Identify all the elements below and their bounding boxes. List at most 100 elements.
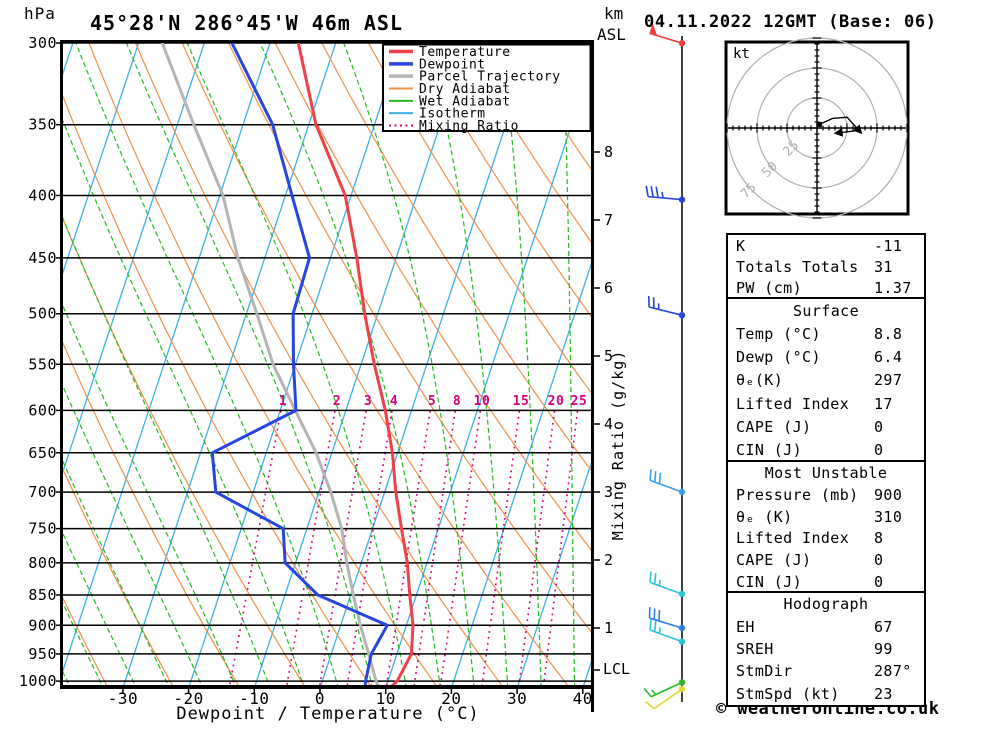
wind-barb-feather (649, 469, 652, 481)
x-axis-title: Dewpoint / Temperature (°C) (176, 704, 480, 724)
legend-item-label: Parcel Trajectory (419, 70, 561, 85)
wet-adiabat-line (75, 43, 339, 688)
table-row-value: 67 (874, 617, 893, 636)
table-row-value: 31 (874, 257, 893, 276)
table-row-label: θₑ (K) (736, 507, 793, 526)
table-row-value: 6.4 (874, 348, 903, 367)
legend-item-label: Mixing Ratio (419, 119, 519, 134)
table-row: PW (cm) 1.37 (728, 279, 924, 297)
table-row-label: Lifted Index (736, 394, 850, 413)
wet-adiabat-line (63, 532, 138, 688)
table-row: CAPE (J) 0 (728, 418, 924, 436)
wind-barb (649, 571, 686, 598)
table-row: StmSpd (kt) 23 (728, 685, 924, 703)
table-row-value: 297 (874, 371, 903, 390)
dry-adiabat-line (63, 341, 241, 688)
mixing-ratio-value-label: 25 (571, 394, 588, 409)
wet-adiabat-line (125, 43, 373, 688)
wind-barb-feather (655, 186, 659, 198)
mixing-ratio-line (518, 410, 556, 687)
table-section-hodograph: Hodograph EH 67 SREH 99 StmDir 287° StmSpd (kt)… (726, 591, 926, 707)
km-tick-label: 7 (604, 211, 613, 229)
km-tick-label: 1 (604, 619, 613, 637)
wind-barb (648, 295, 686, 319)
wind-level-dot (678, 312, 686, 319)
table-row-label: StmDir (736, 662, 793, 681)
mixing-ratio-value-label: 10 (474, 394, 491, 409)
legend-item-label: Temperature (419, 45, 511, 60)
table-row-label: CAPE (J) (736, 551, 812, 570)
pressure-unit-label: hPa (24, 4, 56, 23)
table-row: Lifted Index 17 (728, 395, 924, 413)
wind-barb (643, 679, 686, 698)
wind-barb-feather (653, 620, 657, 632)
table-section-header: Hodograph (783, 595, 869, 614)
table-row-value: 8.8 (874, 324, 903, 343)
pressure-tick-label: 850 (28, 586, 57, 604)
wind-barb-feather (650, 186, 654, 198)
wind-level-dot (678, 686, 686, 693)
legend-box (382, 43, 592, 132)
hodograph-trace-start (816, 121, 822, 127)
dry-adiabat-line (63, 94, 373, 688)
wind-barb-half-feather (661, 191, 664, 199)
table-row-label: CIN (J) (736, 573, 803, 592)
wind-barb (649, 618, 686, 645)
table-row: Temp (°C) 8.8 (728, 325, 924, 343)
wind-level-dot (678, 624, 686, 632)
km-tick-label: 3 (604, 483, 613, 501)
wet-adiabat-line (186, 43, 408, 688)
wind-barb-feather (653, 573, 657, 585)
mixing-ratio-value-label: 20 (548, 394, 565, 409)
wet-adiabat-line (343, 43, 475, 688)
table-row: StmDir 287° (728, 662, 924, 680)
mixing-ratio-value-label: 8 (453, 394, 461, 409)
table-row-label: Temp (°C) (736, 324, 821, 343)
km-tick-label: 4 (604, 415, 613, 433)
skewt-background: 1 2 3 4 5 8 10 15 20 25 (63, 43, 592, 688)
wind-barb-half-feather (651, 689, 657, 696)
pressure-tick-label: 550 (28, 355, 57, 373)
wind-barb-staff (648, 306, 683, 316)
height-unit-label: km (604, 4, 624, 23)
dry-adiabat-line (181, 43, 571, 688)
table-row-value: 23 (874, 684, 893, 703)
km-tick-label: 8 (604, 143, 613, 161)
table-row: Totals Totals 31 (728, 258, 924, 276)
wind-barb-half-feather (658, 627, 661, 634)
wind-level-dot (678, 196, 686, 203)
dry-adiabat-line (228, 43, 592, 634)
table-row-label: θₑ(K) (736, 371, 784, 390)
pressure-tick-label: 600 (28, 401, 57, 419)
mixing-ratio-line (318, 410, 367, 687)
table-row: CIN (J) 0 (728, 441, 924, 459)
wet-adiabat-line (63, 460, 171, 688)
mixing-ratio-line (385, 410, 431, 687)
wet-adiabat-line (259, 43, 441, 688)
wind-level-dot (678, 590, 686, 598)
wind-level-dot (678, 40, 686, 47)
wet-adiabat-line (63, 384, 204, 688)
hodograph-trace (819, 116, 861, 134)
table-row-value: 99 (874, 639, 893, 658)
table-row-value: 8 (874, 529, 884, 548)
table-row-label: Dewp (°C) (736, 348, 821, 367)
temp-tick-label: -10 (239, 689, 269, 708)
dry-adiabat-line (88, 43, 439, 688)
dry-adiabat-line (63, 596, 109, 688)
table-row: Lifted Index 8 (728, 529, 924, 547)
table-row-label: PW (cm) (736, 279, 803, 298)
table-row: θₑ(K) 297 (728, 371, 924, 389)
wind-barb (645, 185, 686, 203)
dry-adiabat-line (274, 43, 592, 553)
dewpoint-curve (210, 43, 389, 688)
wind-barb-pennant (649, 23, 658, 36)
temp-tick-label: 10 (376, 689, 396, 708)
wind-barb (648, 607, 686, 632)
table-row-value: 0 (874, 551, 884, 570)
mixing-ratio-value-label: 15 (513, 394, 530, 409)
